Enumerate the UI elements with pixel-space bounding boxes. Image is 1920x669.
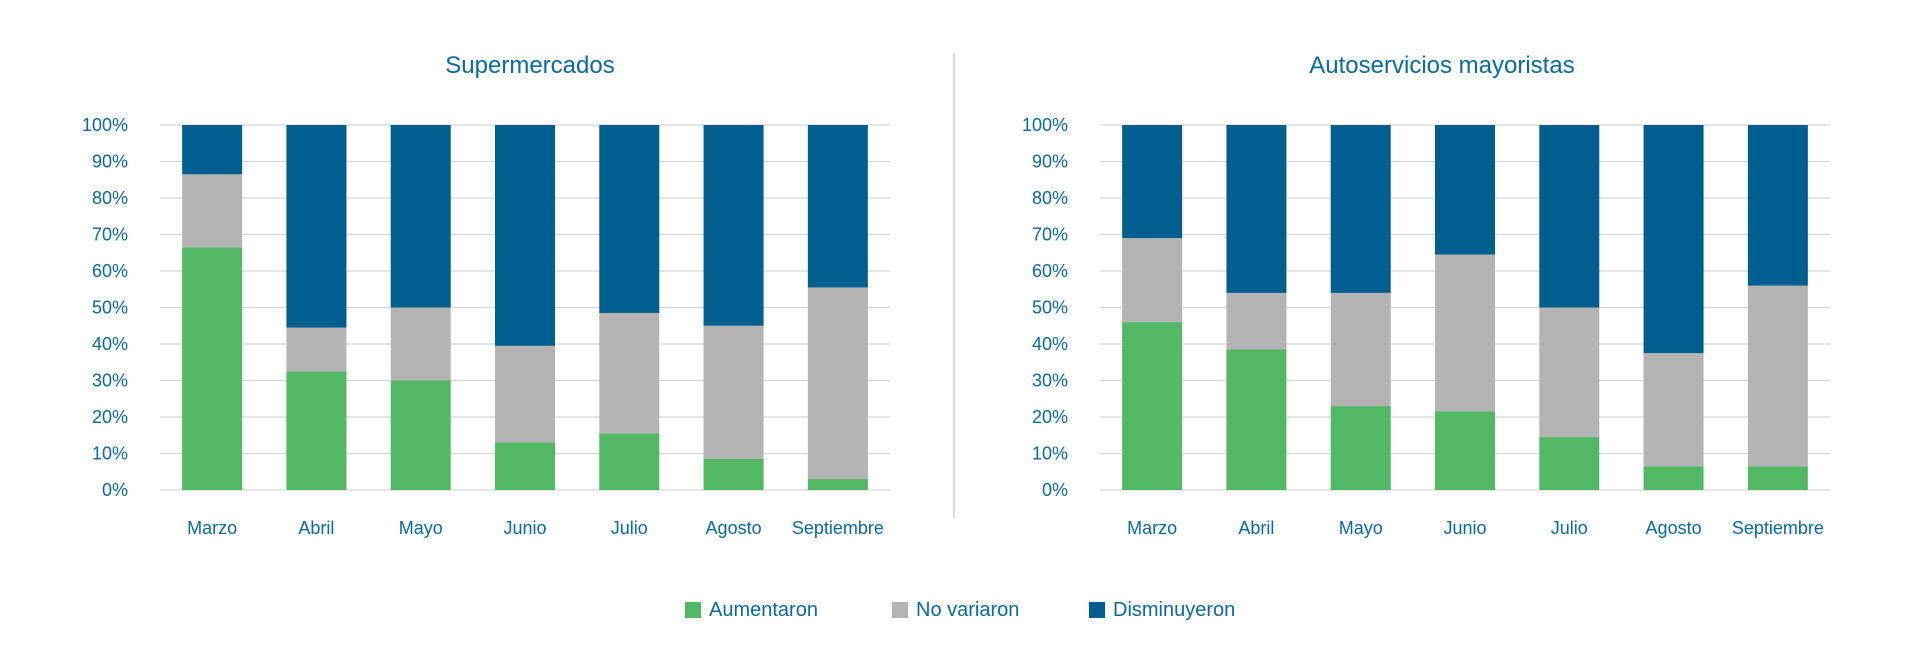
bar-aumentaron-abril (286, 371, 347, 490)
legend-swatch-no-variaron (892, 602, 908, 618)
legend-item-disminuyeron: Disminuyeron (1089, 592, 1235, 628)
chart-legend: Aumentaron No variaron Disminuyeron (0, 592, 1920, 628)
bar-aumentaron-julio (1539, 437, 1600, 490)
y-tick-label: 40% (1032, 334, 1068, 354)
y-tick-label: 80% (92, 188, 128, 208)
chart-title-supermercados: Supermercados (445, 52, 614, 79)
bar-disminuyeron-julio (1539, 125, 1600, 308)
legend-item-no-variaron: No variaron (892, 592, 1019, 628)
chart-panel-supermercados: Supermercados 0% 10% 20% 30% 40% 50% 60% 70% 80% 9… (0, 0, 950, 560)
y-tick-label: 30% (92, 371, 128, 391)
y-tick-label: 90% (1032, 152, 1068, 172)
bar-aumentaron-junio (495, 442, 555, 490)
bar-no-variaron-agosto (703, 325, 764, 459)
chart-svg-autoservicios: Autoservicios mayoristas 0% 10% 20% 30% 40% 50… (1022, 52, 1830, 538)
y-tick-label: 70% (92, 225, 128, 245)
bar-disminuyeron-abril (286, 125, 347, 328)
bar-aumentaron-junio (1435, 411, 1495, 490)
bar-disminuyeron-mayo (1330, 125, 1391, 293)
bar-aumentaron-septiembre (807, 479, 868, 490)
legend-label-aumentaron: Aumentaron (709, 598, 818, 621)
bar-no-variaron-abril (1226, 292, 1287, 350)
x-tick-label-mayo: Mayo (399, 518, 443, 538)
y-tick-label: 10% (92, 444, 128, 464)
bar-no-variaron-julio (599, 312, 660, 434)
chart-svg-supermercados: Supermercados 0% 10% 20% 30% 40% 50% 60% 70% 80% 9… (82, 52, 890, 538)
bar-disminuyeron-agosto (1643, 125, 1704, 354)
y-tick-label: 20% (1032, 407, 1068, 427)
legend-label-no-variaron: No variaron (916, 598, 1020, 621)
y-tick-label: 0% (1042, 480, 1068, 500)
bar-disminuyeron-julio (599, 125, 660, 313)
bar-disminuyeron-septiembre (1747, 125, 1808, 286)
bar-aumentaron-mayo (1330, 406, 1391, 490)
bar-aumentaron-agosto (703, 458, 764, 490)
bar-disminuyeron-marzo (182, 125, 243, 175)
bar-no-variaron-abril (286, 327, 347, 372)
x-tick-label-julio: Julio (611, 518, 648, 538)
bar-no-variaron-julio (1539, 307, 1600, 438)
bar-aumentaron-agosto (1643, 466, 1704, 490)
x-tick-label-junio: Junio (503, 518, 546, 538)
y-tick-label: 40% (92, 334, 128, 354)
x-tick-label-abril: Abril (1238, 518, 1274, 538)
bar-aumentaron-marzo (182, 247, 243, 490)
bar-aumentaron-marzo (1122, 322, 1183, 490)
bar-no-variaron-mayo (390, 307, 451, 381)
x-tick-label-agosto: Agosto (1646, 518, 1702, 538)
y-tick-label: 60% (1032, 261, 1068, 281)
y-tick-label: 20% (92, 407, 128, 427)
x-tick-label-mayo: Mayo (1339, 518, 1383, 538)
bar-disminuyeron-mayo (390, 125, 451, 308)
bar-disminuyeron-septiembre (807, 125, 868, 288)
bar-aumentaron-julio (599, 433, 660, 490)
bar-no-variaron-septiembre (807, 287, 868, 480)
x-tick-label-junio: Junio (1443, 518, 1486, 538)
y-tick-label: 100% (1022, 115, 1068, 135)
y-tick-label: 80% (1032, 188, 1068, 208)
bar-disminuyeron-marzo (1122, 125, 1183, 239)
chart-panel-autoservicios: Autoservicios mayoristas 0% 10% 20% 30% 40% 50… (955, 0, 1905, 560)
x-tick-label-septiembre: Septiembre (1732, 518, 1824, 538)
legend-label-disminuyeron: Disminuyeron (1113, 598, 1236, 621)
y-tick-label: 10% (1032, 444, 1068, 464)
x-tick-label-abril: Abril (298, 518, 334, 538)
y-tick-label: 70% (1032, 225, 1068, 245)
bar-aumentaron-abril (1226, 349, 1287, 490)
bar-disminuyeron-agosto (703, 125, 764, 326)
bar-disminuyeron-abril (1226, 125, 1287, 293)
bar-no-variaron-marzo (1122, 238, 1183, 323)
bar-aumentaron-mayo (390, 380, 451, 490)
y-tick-label: 50% (92, 298, 128, 318)
x-tick-label-septiembre: Septiembre (792, 518, 884, 538)
legend-swatch-aumentaron (685, 602, 701, 618)
panel-divider (953, 53, 955, 518)
x-tick-label-agosto: Agosto (706, 518, 762, 538)
legend-item-aumentaron: Aumentaron (685, 592, 818, 628)
x-tick-label-marzo: Marzo (1127, 518, 1177, 538)
y-tick-label: 90% (92, 152, 128, 172)
bar-no-variaron-agosto (1643, 353, 1704, 467)
bar-no-variaron-mayo (1330, 292, 1391, 407)
y-tick-label: 100% (82, 115, 128, 135)
bar-no-variaron-junio (495, 345, 555, 443)
y-tick-label: 60% (92, 261, 128, 281)
bar-no-variaron-septiembre (1747, 285, 1808, 467)
bar-disminuyeron-junio (1435, 125, 1495, 255)
y-tick-label: 50% (1032, 298, 1068, 318)
bar-no-variaron-marzo (182, 174, 243, 248)
bar-no-variaron-junio (1435, 254, 1495, 412)
bar-disminuyeron-junio (495, 125, 555, 346)
x-tick-label-marzo: Marzo (187, 518, 237, 538)
y-tick-label: 0% (102, 480, 128, 500)
y-tick-label: 30% (1032, 371, 1068, 391)
x-tick-label-julio: Julio (1551, 518, 1588, 538)
legend-swatch-disminuyeron (1089, 602, 1105, 618)
chart-title-autoservicios-mayoristas: Autoservicios mayoristas (1309, 52, 1574, 79)
bar-aumentaron-septiembre (1747, 466, 1808, 490)
